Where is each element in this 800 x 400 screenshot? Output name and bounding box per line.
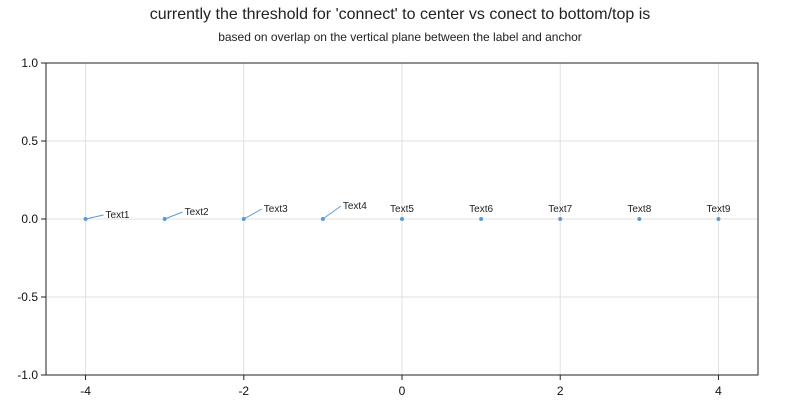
label-connector — [322, 205, 342, 220]
data-point — [637, 217, 642, 221]
x-tick-label: 4 — [715, 384, 722, 398]
data-label: Text5 — [390, 204, 414, 215]
x-tick-label: -4 — [80, 384, 91, 398]
y-tick-label: 0.5 — [21, 134, 38, 148]
data-point — [162, 217, 167, 221]
data-label: Text1 — [106, 210, 130, 221]
data-label: Text7 — [548, 204, 572, 215]
chart-subtitle: based on overlap on the vertical plane b… — [218, 30, 582, 44]
data-point — [400, 217, 404, 221]
data-point — [558, 217, 563, 221]
data-label: Text4 — [343, 201, 367, 212]
data-label: Text3 — [264, 204, 288, 215]
data-point — [479, 217, 484, 221]
x-tick-label: -2 — [238, 384, 249, 398]
data-label: Text9 — [706, 204, 730, 215]
x-tick-label: 2 — [557, 384, 564, 398]
data-point — [716, 217, 721, 221]
y-tick-label: 1.0 — [21, 56, 38, 70]
data-label: Text2 — [185, 207, 209, 218]
data-point — [83, 217, 88, 221]
chart-title: currently the threshold for 'connect' to… — [149, 6, 651, 23]
y-tick-label: 0.0 — [21, 212, 38, 226]
label-connector — [85, 214, 104, 220]
x-tick-label: 0 — [399, 384, 406, 398]
label-connector — [243, 208, 263, 220]
data-label: Text6 — [469, 204, 493, 215]
label-connector — [164, 211, 183, 220]
y-tick-label: -1.0 — [17, 368, 38, 382]
data-point — [241, 217, 246, 221]
y-tick-label: -0.5 — [17, 290, 38, 304]
data-label: Text8 — [627, 204, 651, 215]
data-point — [320, 217, 325, 221]
